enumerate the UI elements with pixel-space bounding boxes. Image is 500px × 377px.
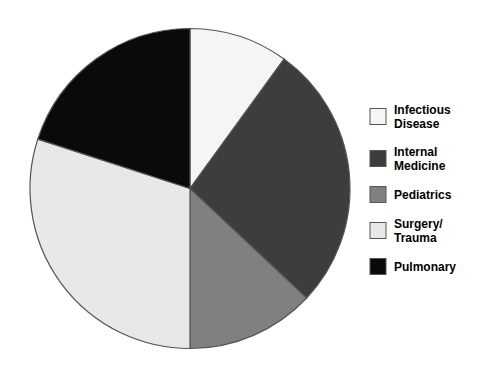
legend-swatch [370,187,386,203]
legend-label: InfectiousDisease [394,103,451,131]
legend-item: InternalMedicine [370,145,446,173]
chart-container: InfectiousDisease InternalMedicine Pediatr… [0,0,500,377]
legend-item: Pulmonary [370,259,456,275]
pie-group [30,28,350,348]
pie-slice [190,189,307,349]
legend-swatch [370,151,386,167]
legend-swatch [370,259,386,275]
legend-label: Pediatrics [394,188,452,202]
legend-label: Surgery/Trauma [394,217,443,245]
legend-item: Pediatrics [370,187,452,203]
legend-item: InfectiousDisease [370,103,451,131]
legend-item: Surgery/Trauma [370,217,443,245]
legend: InfectiousDisease InternalMedicine Pediatr… [370,103,456,275]
pie-slice [38,29,190,189]
legend-swatch [370,223,386,239]
chart-svg: InfectiousDisease InternalMedicine Pediatr… [0,0,500,377]
legend-label: InternalMedicine [394,145,446,173]
legend-swatch [370,109,386,125]
legend-label: Pulmonary [394,260,456,274]
